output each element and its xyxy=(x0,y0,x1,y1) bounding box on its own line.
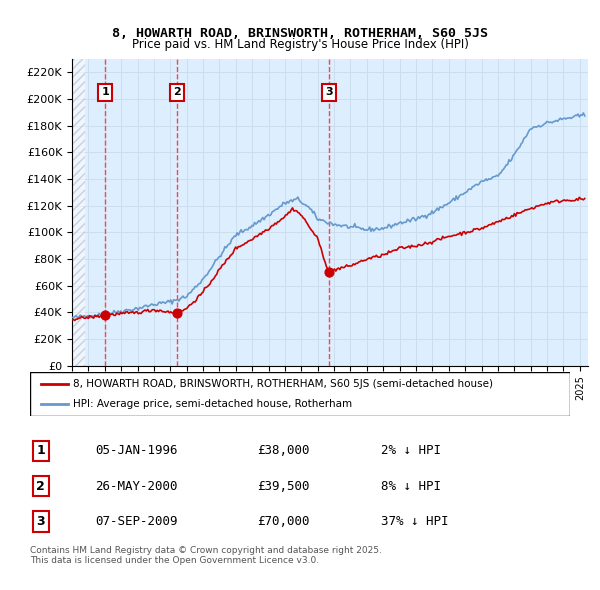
FancyBboxPatch shape xyxy=(30,372,570,416)
Text: HPI: Average price, semi-detached house, Rotherham: HPI: Average price, semi-detached house,… xyxy=(73,399,352,408)
Text: 3: 3 xyxy=(37,515,45,528)
Text: £39,500: £39,500 xyxy=(257,480,310,493)
Point xyxy=(324,268,334,277)
Text: Contains HM Land Registry data © Crown copyright and database right 2025.
This d: Contains HM Land Registry data © Crown c… xyxy=(30,546,382,565)
Point xyxy=(100,310,110,320)
Text: 2: 2 xyxy=(37,480,45,493)
Text: 2% ↓ HPI: 2% ↓ HPI xyxy=(381,444,441,457)
Text: £38,000: £38,000 xyxy=(257,444,310,457)
Text: Price paid vs. HM Land Registry's House Price Index (HPI): Price paid vs. HM Land Registry's House … xyxy=(131,38,469,51)
Text: 07-SEP-2009: 07-SEP-2009 xyxy=(95,515,178,528)
Bar xyxy=(72,59,85,366)
Text: 26-MAY-2000: 26-MAY-2000 xyxy=(95,480,178,493)
Text: 05-JAN-1996: 05-JAN-1996 xyxy=(95,444,178,457)
Text: 2: 2 xyxy=(173,87,181,97)
Text: 1: 1 xyxy=(101,87,109,97)
Text: £70,000: £70,000 xyxy=(257,515,310,528)
Bar xyxy=(72,59,85,366)
Text: 1: 1 xyxy=(37,444,45,457)
Text: 8% ↓ HPI: 8% ↓ HPI xyxy=(381,480,441,493)
Text: 8, HOWARTH ROAD, BRINSWORTH, ROTHERHAM, S60 5JS: 8, HOWARTH ROAD, BRINSWORTH, ROTHERHAM, … xyxy=(112,27,488,40)
Text: 37% ↓ HPI: 37% ↓ HPI xyxy=(381,515,449,528)
Point xyxy=(172,309,182,318)
Text: 8, HOWARTH ROAD, BRINSWORTH, ROTHERHAM, S60 5JS (semi-detached house): 8, HOWARTH ROAD, BRINSWORTH, ROTHERHAM, … xyxy=(73,379,493,389)
Text: 3: 3 xyxy=(325,87,332,97)
